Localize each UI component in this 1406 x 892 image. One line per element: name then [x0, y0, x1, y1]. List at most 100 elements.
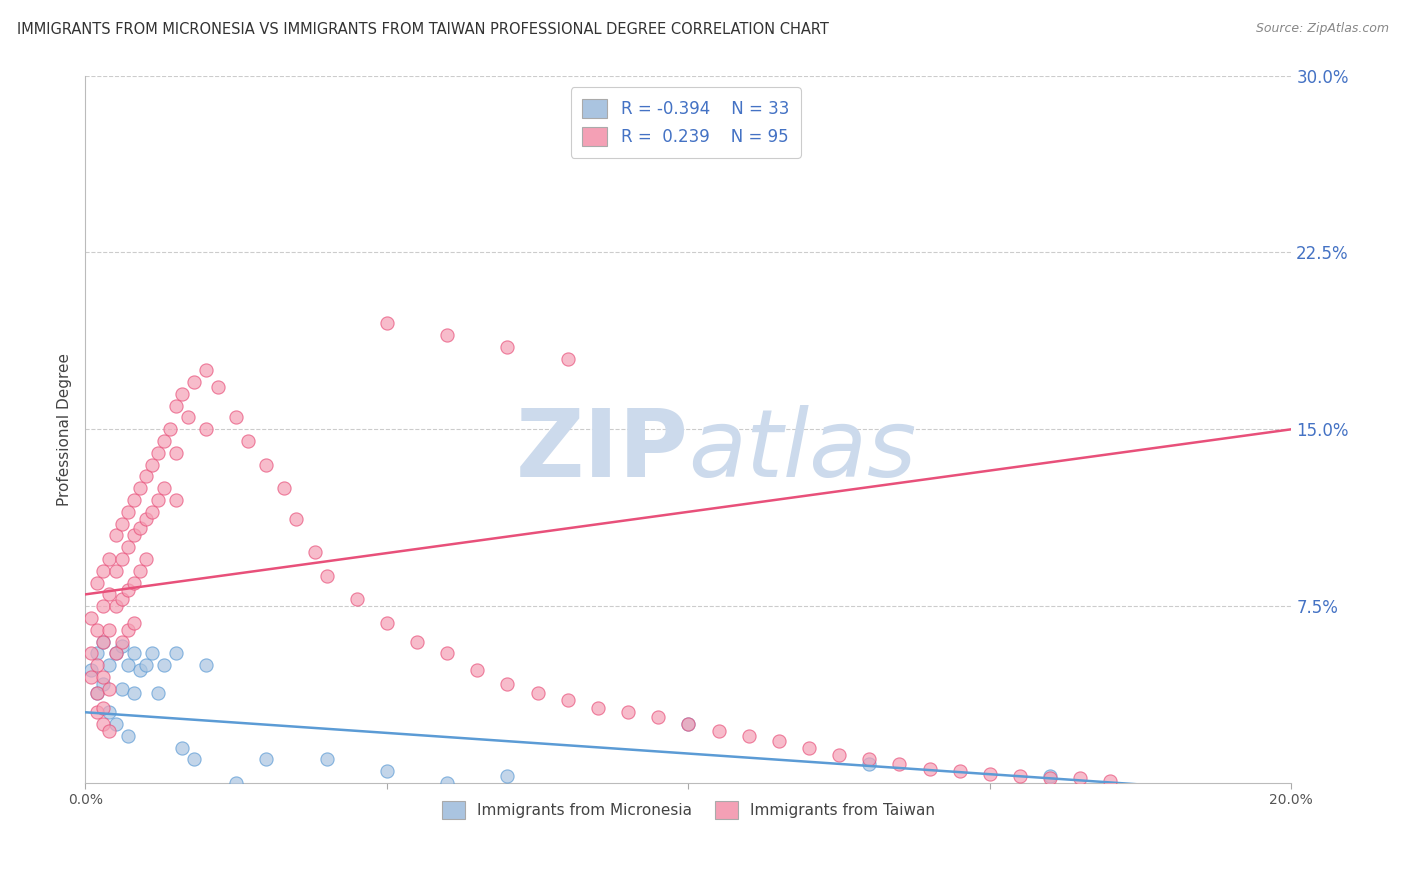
Point [194, 422, 217, 436]
Point [93, 564, 115, 578]
Point [98, 658, 121, 673]
Text: ZIP: ZIP [516, 404, 689, 497]
Point [436, 327, 458, 342]
Point [110, 639, 132, 653]
Point [135, 552, 157, 566]
Point [949, 764, 972, 779]
Point [80, 611, 103, 625]
Point [122, 615, 145, 630]
Point [80, 670, 103, 684]
Point [104, 599, 127, 614]
Point [170, 387, 193, 401]
Point [496, 677, 519, 691]
Point [117, 505, 139, 519]
Point [1069, 772, 1091, 786]
Point [128, 481, 150, 495]
Point [86, 658, 108, 673]
Point [141, 458, 163, 472]
Point [152, 481, 174, 495]
Point [1039, 772, 1062, 786]
Point [86, 646, 108, 660]
Point [858, 757, 880, 772]
Point [315, 568, 337, 582]
Point [436, 646, 458, 660]
Point [737, 729, 759, 743]
Point [797, 740, 820, 755]
Point [254, 458, 277, 472]
Point [104, 564, 127, 578]
Point [110, 552, 132, 566]
Point [617, 103, 640, 118]
Legend: Immigrants from Micronesia, Immigrants from Taiwan: Immigrants from Micronesia, Immigrants f… [436, 795, 941, 825]
Point [678, 717, 700, 731]
Point [346, 592, 368, 607]
Point [110, 592, 132, 607]
Point [165, 446, 187, 460]
Point [122, 686, 145, 700]
Text: IMMIGRANTS FROM MICRONESIA VS IMMIGRANTS FROM TAIWAN PROFESSIONAL DEGREE CORRELA: IMMIGRANTS FROM MICRONESIA VS IMMIGRANTS… [17, 22, 828, 37]
Point [86, 623, 108, 637]
Point [225, 410, 247, 425]
Point [98, 706, 121, 720]
Point [406, 634, 429, 648]
Point [98, 623, 121, 637]
Point [1099, 773, 1122, 788]
Point [110, 516, 132, 531]
Point [117, 540, 139, 554]
Point [465, 663, 488, 677]
Point [557, 351, 579, 366]
Point [128, 564, 150, 578]
Point [436, 776, 458, 790]
Point [177, 410, 200, 425]
Point [165, 646, 187, 660]
Point [98, 587, 121, 601]
Point [375, 764, 398, 779]
Y-axis label: Professional Degree: Professional Degree [58, 352, 72, 506]
Point [93, 634, 115, 648]
Point [86, 575, 108, 590]
Point [128, 663, 150, 677]
Point [104, 646, 127, 660]
Point [104, 646, 127, 660]
Point [225, 776, 247, 790]
Point [183, 752, 205, 766]
Point [117, 582, 139, 597]
Point [557, 693, 579, 707]
Point [678, 717, 700, 731]
Point [117, 623, 139, 637]
Point [586, 700, 609, 714]
Point [122, 575, 145, 590]
Point [617, 706, 640, 720]
Text: atlas: atlas [689, 405, 917, 496]
Point [122, 528, 145, 542]
Point [117, 729, 139, 743]
Point [86, 686, 108, 700]
Text: Source: ZipAtlas.com: Source: ZipAtlas.com [1256, 22, 1389, 36]
Point [707, 724, 730, 739]
Point [207, 380, 229, 394]
Point [304, 545, 326, 559]
Point [93, 599, 115, 614]
Point [86, 706, 108, 720]
Point [194, 658, 217, 673]
Point [159, 422, 181, 436]
Point [98, 681, 121, 696]
Point [93, 670, 115, 684]
Point [828, 747, 851, 762]
Point [122, 646, 145, 660]
Point [146, 446, 169, 460]
Point [110, 634, 132, 648]
Point [98, 724, 121, 739]
Point [128, 521, 150, 535]
Point [122, 493, 145, 508]
Point [194, 363, 217, 377]
Point [135, 658, 157, 673]
Point [165, 493, 187, 508]
Point [152, 434, 174, 448]
Point [496, 769, 519, 783]
Point [110, 681, 132, 696]
Point [135, 469, 157, 483]
Point [104, 717, 127, 731]
Point [93, 717, 115, 731]
Point [152, 658, 174, 673]
